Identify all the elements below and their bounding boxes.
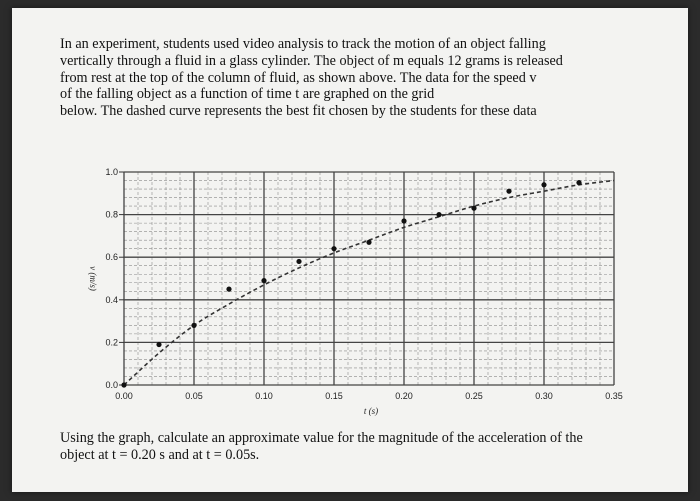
x-tick-label: 0.30 bbox=[535, 391, 553, 401]
data-point bbox=[471, 205, 477, 211]
data-point bbox=[401, 218, 407, 224]
x-tick-label: 0.00 bbox=[115, 391, 133, 401]
y-tick-label: 1.0 bbox=[105, 167, 118, 177]
data-point bbox=[541, 182, 547, 188]
x-tick-label: 0.10 bbox=[255, 391, 273, 401]
data-point bbox=[156, 341, 162, 348]
problem-intro-text: In an experiment, students used video an… bbox=[60, 36, 563, 120]
y-tick-label: 0.0 bbox=[105, 380, 118, 390]
data-point bbox=[226, 286, 232, 292]
question-text: Using the graph, calculate an approximat… bbox=[60, 430, 583, 463]
data-point bbox=[576, 180, 582, 186]
data-points bbox=[121, 180, 582, 388]
data-point bbox=[436, 212, 442, 218]
data-point bbox=[366, 239, 372, 245]
y-tick-labels: 0.0 0.2 0.4 0.6 0.8 1.0 bbox=[105, 167, 118, 390]
worksheet-page bbox=[12, 8, 688, 492]
data-point bbox=[261, 278, 267, 284]
y-tick-label: 0.2 bbox=[105, 337, 118, 347]
x-tick-label: 0.05 bbox=[185, 391, 203, 401]
data-point bbox=[191, 322, 197, 328]
x-tick-label: 0.25 bbox=[465, 391, 483, 401]
data-point bbox=[506, 188, 512, 194]
data-point bbox=[296, 258, 302, 265]
data-point bbox=[331, 246, 337, 252]
y-tick-label: 0.6 bbox=[105, 252, 118, 262]
x-tick-label: 0.20 bbox=[395, 391, 413, 401]
x-tick-label: 0.15 bbox=[325, 391, 343, 401]
y-axis-title: v (m/s) bbox=[88, 266, 98, 291]
major-grid bbox=[119, 171, 615, 386]
x-tick-labels: 0.00 0.05 0.10 0.15 0.20 0.25 0.30 0.35 bbox=[115, 391, 623, 401]
y-tick-label: 0.4 bbox=[105, 295, 118, 305]
x-axis-title: t (s) bbox=[364, 406, 378, 416]
x-tick-label: 0.35 bbox=[605, 391, 623, 401]
minor-grid bbox=[124, 172, 614, 385]
data-point bbox=[121, 382, 127, 388]
y-tick-label: 0.8 bbox=[105, 210, 118, 220]
